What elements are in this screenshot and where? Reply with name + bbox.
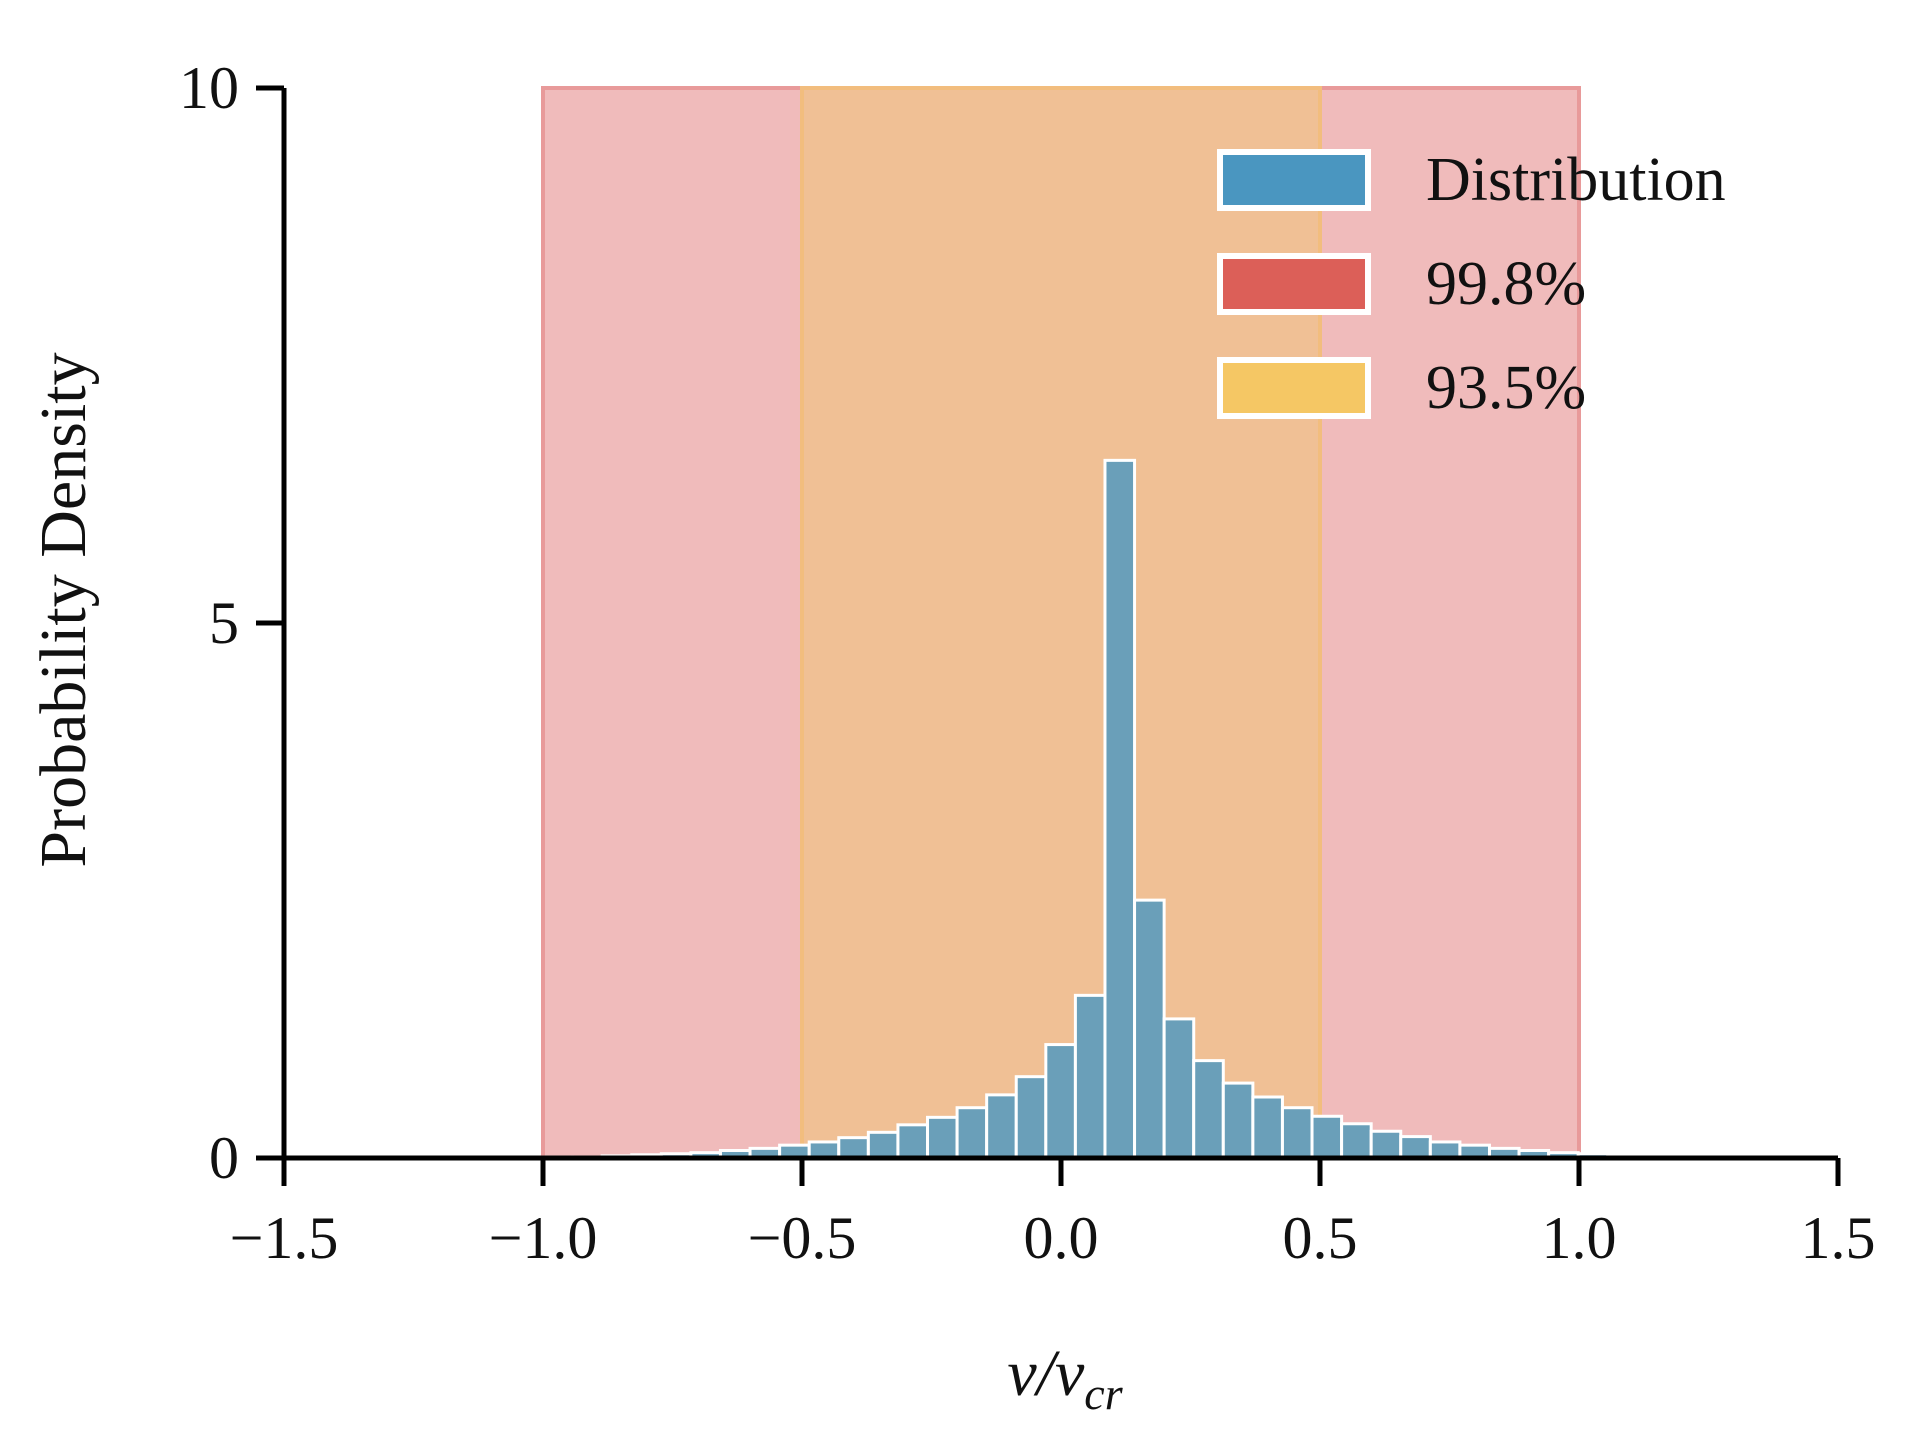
histogram-bar [1399,1135,1432,1160]
legend-swatch-2 [1217,253,1371,315]
legend-label-2: 99.8% [1426,250,1586,318]
confidence-bands [541,86,1581,1160]
histogram-bar [1103,458,1137,1160]
x-tick-label: −1.5 [230,1205,339,1271]
y-tick-label: 5 [209,590,239,656]
histogram-bar [896,1123,930,1160]
x-tick-label: 1.5 [1801,1205,1876,1271]
histogram-bar [1073,993,1107,1160]
histogram-bar [1221,1081,1255,1160]
histogram-bar [1310,1114,1344,1160]
histogram-bar [985,1093,1018,1160]
histogram-bar [926,1115,959,1160]
x-axis-label-subscript: cr [1084,1368,1123,1419]
legend: Distribution 99.8% 93.5% [1217,146,1726,422]
y-axis-label: Probability Density [27,352,100,867]
legend-label-3: 93.5% [1426,354,1586,422]
histogram-bar [837,1136,870,1160]
x-axis-label: v/vcr [1007,1337,1123,1419]
histogram-bar [1133,898,1166,1160]
x-tick-label: −1.0 [489,1205,598,1271]
legend-label-1: Distribution [1426,146,1726,214]
band-inner [800,86,1322,1160]
y-tick-label: 0 [209,1125,239,1191]
histogram-bar [1280,1106,1314,1160]
histogram-bar [955,1106,989,1160]
histogram-bar [1162,1017,1196,1160]
y-tick-label: 10 [179,55,239,121]
x-axis-label-main: v/v [1007,1337,1085,1410]
x-tick-label: 0.0 [1024,1205,1099,1271]
histogram-bar [866,1130,900,1160]
histogram-bar [1369,1129,1403,1160]
legend-swatch-1 [1217,149,1371,211]
histogram-bar [1192,1059,1225,1160]
histogram-bar [1251,1095,1284,1160]
histogram-bar [1044,1043,1077,1160]
axes: −1.5 −1.0 −0.5 0.0 0.5 1.0 1.5 0 5 10 [179,55,1876,1271]
x-tick-label: 1.0 [1542,1205,1617,1271]
x-tick-label: 0.5 [1283,1205,1358,1271]
legend-swatch-3 [1217,357,1371,419]
histogram-bar [1340,1122,1373,1160]
x-tick-label: −0.5 [748,1205,857,1271]
histogram-bar [1014,1075,1048,1160]
